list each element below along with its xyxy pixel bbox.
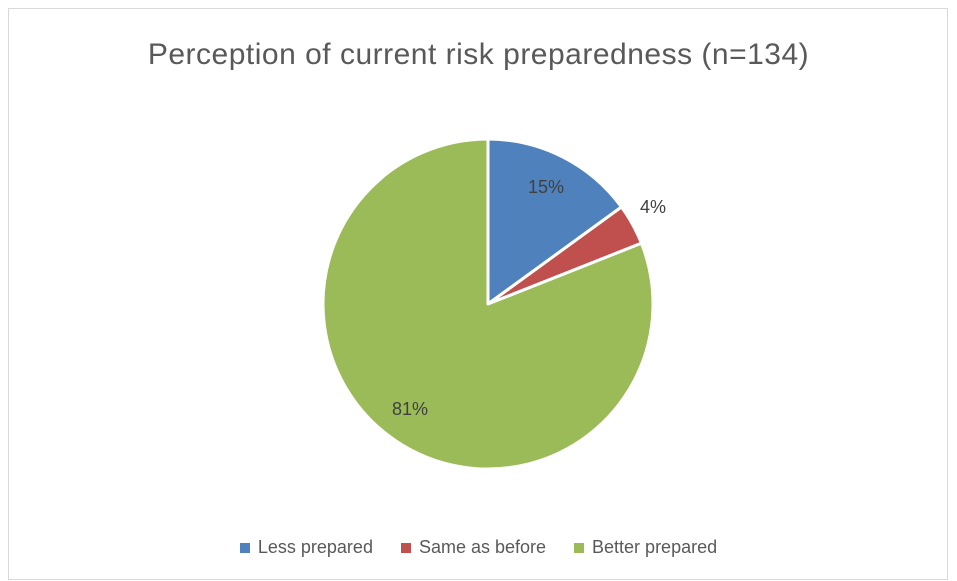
legend-item-better-prepared: Better prepared [574,537,717,558]
data-label-better-prepared: 81% [392,399,428,419]
legend-label-better-prepared: Better prepared [592,537,718,557]
data-label-same-as-before: 4% [640,197,666,217]
legend-swatch-better-prepared [574,542,585,553]
legend: Less prepared Same as before Better prepar… [0,537,957,558]
legend-swatch-less-prepared [239,542,250,553]
chart-title: Perception of current risk preparedness … [147,38,810,71]
legend-item-same-as-before: Same as before [400,537,547,558]
data-label-less-prepared: 15% [528,177,564,197]
legend-item-less-prepared: Less prepared [239,537,373,558]
legend-label-same-as-before: Same as before [418,537,547,557]
legend-swatch-same-as-before [400,542,411,553]
pie-slice-less-prepared [486,137,623,306]
pie-slice-better-prepared [321,137,655,471]
legend-label-less-prepared: Less prepared [257,537,373,557]
